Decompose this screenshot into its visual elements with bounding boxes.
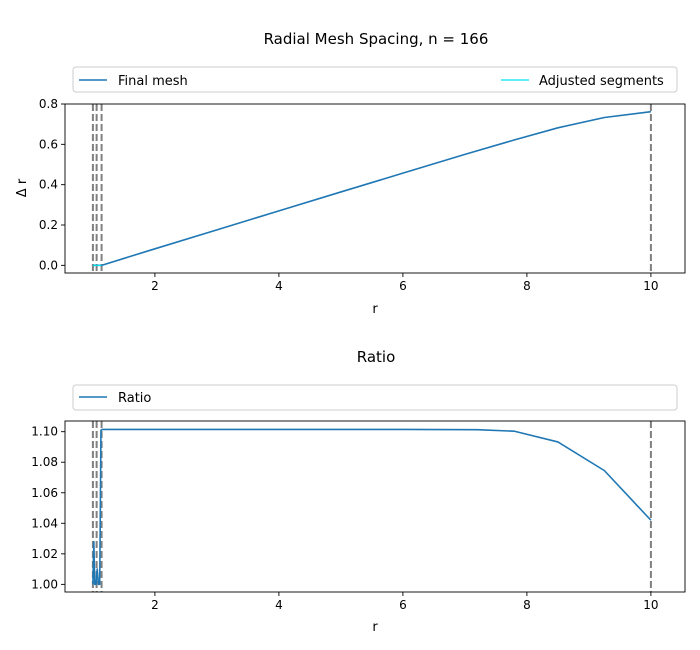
- mesh-spacing-panel: Radial Mesh Spacing, n = 166 Final mesh …: [15, 30, 686, 317]
- mesh-spacing-y-tick-label: 0.0: [39, 258, 58, 272]
- ratio-series-line-0: [92, 428, 652, 586]
- mesh-spacing-x-tick-label: 10: [643, 279, 658, 293]
- mesh-spacing-y-tick-label: 0.4: [39, 178, 58, 192]
- mesh-spacing-y-axis-label: Δ r: [15, 178, 30, 197]
- ratio-x-tick-label: 6: [399, 598, 407, 612]
- mesh-spacing-x-tick-label: 8: [523, 279, 531, 293]
- mesh-spacing-y-tick-label: 0.8: [39, 97, 58, 111]
- ratio-y-tick-label: 1.02: [31, 547, 58, 561]
- mesh-spacing-y-tick-label: 0.2: [39, 218, 58, 232]
- ratio-panel: Ratio Ratio 2 4 6 8 10 1.001.021.041.061.081…: [31, 348, 686, 635]
- ratio-axes-frame: [64, 420, 686, 593]
- mesh-spacing-x-ticks: 2 4 6 8 10: [151, 273, 659, 293]
- mesh-spacing-title: Radial Mesh Spacing, n = 166: [264, 30, 489, 48]
- mesh-spacing-x-tick-label: 4: [275, 279, 283, 293]
- ratio-title: Ratio: [357, 348, 396, 366]
- mesh-spacing-x-tick-label: 6: [399, 279, 407, 293]
- mesh-spacing-plot-area: [91, 104, 652, 273]
- legend-label-final-mesh: Final mesh: [118, 74, 188, 89]
- ratio-y-tick-label: 1.00: [31, 577, 58, 591]
- ratio-y-ticks: 1.00 1.02 1.04 1.06 1.08 1.10: [31, 425, 65, 591]
- ratio-x-axis-label: r: [372, 620, 378, 635]
- ratio-x-ticks: 2 4 6 8 10: [151, 592, 659, 612]
- mesh-spacing-x-tick-label: 2: [151, 279, 159, 293]
- ratio-x-tick-label: 4: [275, 598, 283, 612]
- ratio-x-tick-label: 10: [643, 598, 658, 612]
- ratio-legend: Ratio: [72, 384, 678, 411]
- ratio-y-tick-label: 1.08: [31, 455, 58, 469]
- ratio-legend-frame: [72, 384, 678, 411]
- mesh-spacing-axes-frame: [64, 103, 686, 274]
- ratio-x-tick-label: 2: [151, 598, 159, 612]
- mesh-spacing-legend-frame: [72, 66, 678, 93]
- mesh-spacing-y-tick-label: 0.6: [39, 137, 58, 151]
- mesh-spacing-x-axis-label: r: [372, 302, 378, 317]
- ratio-y-tick-label: 1.10: [31, 425, 58, 439]
- mesh-spacing-series-line-0: [92, 110, 651, 267]
- legend-label-ratio: Ratio: [118, 391, 151, 406]
- ratio-x-tick-label: 8: [523, 598, 531, 612]
- legend-label-adjusted-segments: Adjusted segments: [539, 74, 664, 89]
- ratio-y-tick-label: 1.04: [31, 516, 58, 530]
- ratio-y-tick-label: 1.06: [31, 486, 58, 500]
- ratio-plot-area: [91, 421, 652, 592]
- mesh-spacing-y-ticks: 0.0 0.2 0.4 0.6 0.8: [39, 97, 65, 272]
- mesh-spacing-legend: Final mesh Adjusted segments: [72, 66, 678, 93]
